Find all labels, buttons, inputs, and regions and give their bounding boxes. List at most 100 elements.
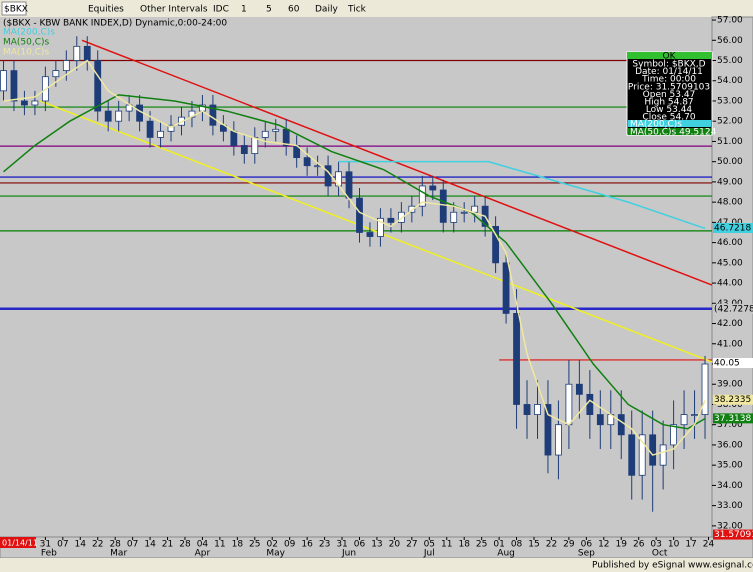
y-tick-label: 47.00 — [717, 218, 743, 228]
status-bar — [0, 558, 753, 572]
toolbar-item[interactable]: 1 — [241, 5, 247, 15]
axis-marker — [713, 394, 753, 405]
candle-body — [649, 434, 657, 466]
toolbar-item[interactable]: Other Intervals — [140, 5, 208, 15]
symbol-box[interactable] — [1, 1, 27, 16]
y-tick-label: 37.00 — [717, 420, 743, 430]
toolbar-item[interactable]: 5 — [266, 5, 272, 15]
month-label: Jul — [423, 549, 435, 559]
axis-marker — [713, 529, 753, 540]
x-tick-label: 14 — [75, 540, 87, 550]
candle-body — [73, 45, 81, 61]
candle-body — [617, 414, 625, 436]
axis-marker — [713, 357, 753, 368]
chart-title: ($BKX - KBW BANK INDEX,D) Dynamic,0:00-2… — [3, 19, 227, 29]
candle-body — [303, 157, 311, 167]
plot-area — [0, 17, 712, 537]
x-tick-label: 08 — [511, 540, 523, 550]
candle-body — [544, 404, 552, 456]
data-window-row: Price: 31.5709103 — [628, 82, 710, 92]
data-window-row: Open 53.47 — [643, 90, 696, 100]
month-label: Sep — [578, 549, 595, 559]
candle-body — [680, 414, 688, 426]
candle-body — [523, 404, 531, 415]
month-label: May — [266, 549, 285, 559]
candle-body — [251, 136, 259, 154]
candle-body — [115, 110, 123, 122]
candle-body — [492, 226, 500, 264]
axis-marker-label: 40.05 — [714, 358, 740, 368]
data-window-row: Close 54.70 — [642, 113, 695, 123]
y-tick-label: 57.00 — [717, 16, 743, 26]
y-tick-label: 56.00 — [717, 36, 743, 46]
candle-body — [460, 211, 468, 214]
x-tick-label: 23 — [319, 540, 330, 550]
cursor-date-box — [0, 537, 36, 548]
toolbar-item[interactable]: Tick — [347, 5, 367, 15]
y-tick-label: 36.00 — [717, 440, 743, 450]
symbol-input[interactable]: $BKX — [4, 5, 28, 15]
candle-body — [701, 363, 709, 415]
candle-body — [450, 211, 458, 223]
candle-body — [502, 262, 510, 314]
cursor-date: 01/14/11 — [2, 539, 38, 548]
y-tick-label: 54.00 — [717, 76, 743, 86]
data-window-row: Symbol: $BKX,D — [632, 60, 705, 70]
data-window-row: Low 53.44 — [646, 105, 693, 115]
candle-body — [10, 70, 18, 102]
x-tick-label: 02 — [267, 540, 278, 550]
candle-body — [596, 414, 604, 426]
trend-line — [39, 100, 713, 363]
x-tick-label: 04 — [197, 540, 209, 550]
toolbar-item[interactable]: Equities — [88, 5, 124, 15]
x-tick-label: 20 — [389, 540, 401, 550]
y-tick-label: 41.00 — [717, 339, 743, 349]
ma-line — [3, 94, 706, 430]
x-tick-label: 12 — [598, 540, 609, 550]
candle-body — [429, 185, 437, 191]
data-window-row: Time: 00:00 — [641, 75, 696, 85]
candle-body — [397, 211, 405, 223]
x-tick-label: 25 — [476, 540, 487, 550]
legend-entry: MA(200,C)s — [3, 28, 55, 38]
toolbar-item[interactable]: Daily — [315, 5, 338, 15]
x-tick-label: 10 — [668, 540, 680, 550]
x-tick-label: 25 — [249, 540, 260, 550]
candle-body — [230, 130, 238, 146]
candle-body — [272, 128, 280, 132]
axis-marker — [713, 303, 753, 314]
y-tick-label: 39.00 — [717, 380, 743, 390]
candle-body — [670, 424, 678, 446]
candle-body — [240, 145, 248, 154]
y-tick-label: 51.00 — [717, 137, 743, 147]
candle-body — [94, 60, 102, 112]
candle-body — [335, 171, 342, 187]
published: Published by eSignal — [592, 561, 685, 571]
candle-body — [83, 45, 91, 61]
x-tick-label: 13 — [371, 540, 382, 550]
x-tick-label: 18 — [458, 540, 470, 550]
toolbar-item[interactable]: 60 — [288, 5, 300, 15]
data-window-ma-bg — [628, 120, 711, 127]
data-window-row: Date: 01/14/11 — [635, 67, 703, 77]
x-tick-label: 31 — [336, 540, 347, 550]
candle-body — [324, 165, 332, 187]
toolbar-item[interactable]: IDC — [213, 5, 229, 15]
candle-body — [62, 60, 70, 72]
month-label: Apr — [195, 549, 211, 559]
y-tick-label: 35.00 — [717, 461, 743, 471]
candle-body — [534, 404, 541, 415]
x-tick-label: 11 — [441, 540, 452, 550]
y-tick-label: 50.00 — [717, 157, 743, 167]
toolbar — [0, 0, 753, 17]
price-axis — [711, 16, 753, 538]
y-tick-label: 46.00 — [717, 238, 743, 248]
ma-line — [3, 59, 706, 456]
axis-marker — [713, 413, 753, 424]
candle-body — [136, 104, 144, 122]
x-tick-label: 14 — [144, 540, 156, 550]
candle-body — [565, 383, 573, 426]
y-tick-label: 38.00 — [717, 400, 743, 410]
candle-body — [356, 197, 363, 233]
